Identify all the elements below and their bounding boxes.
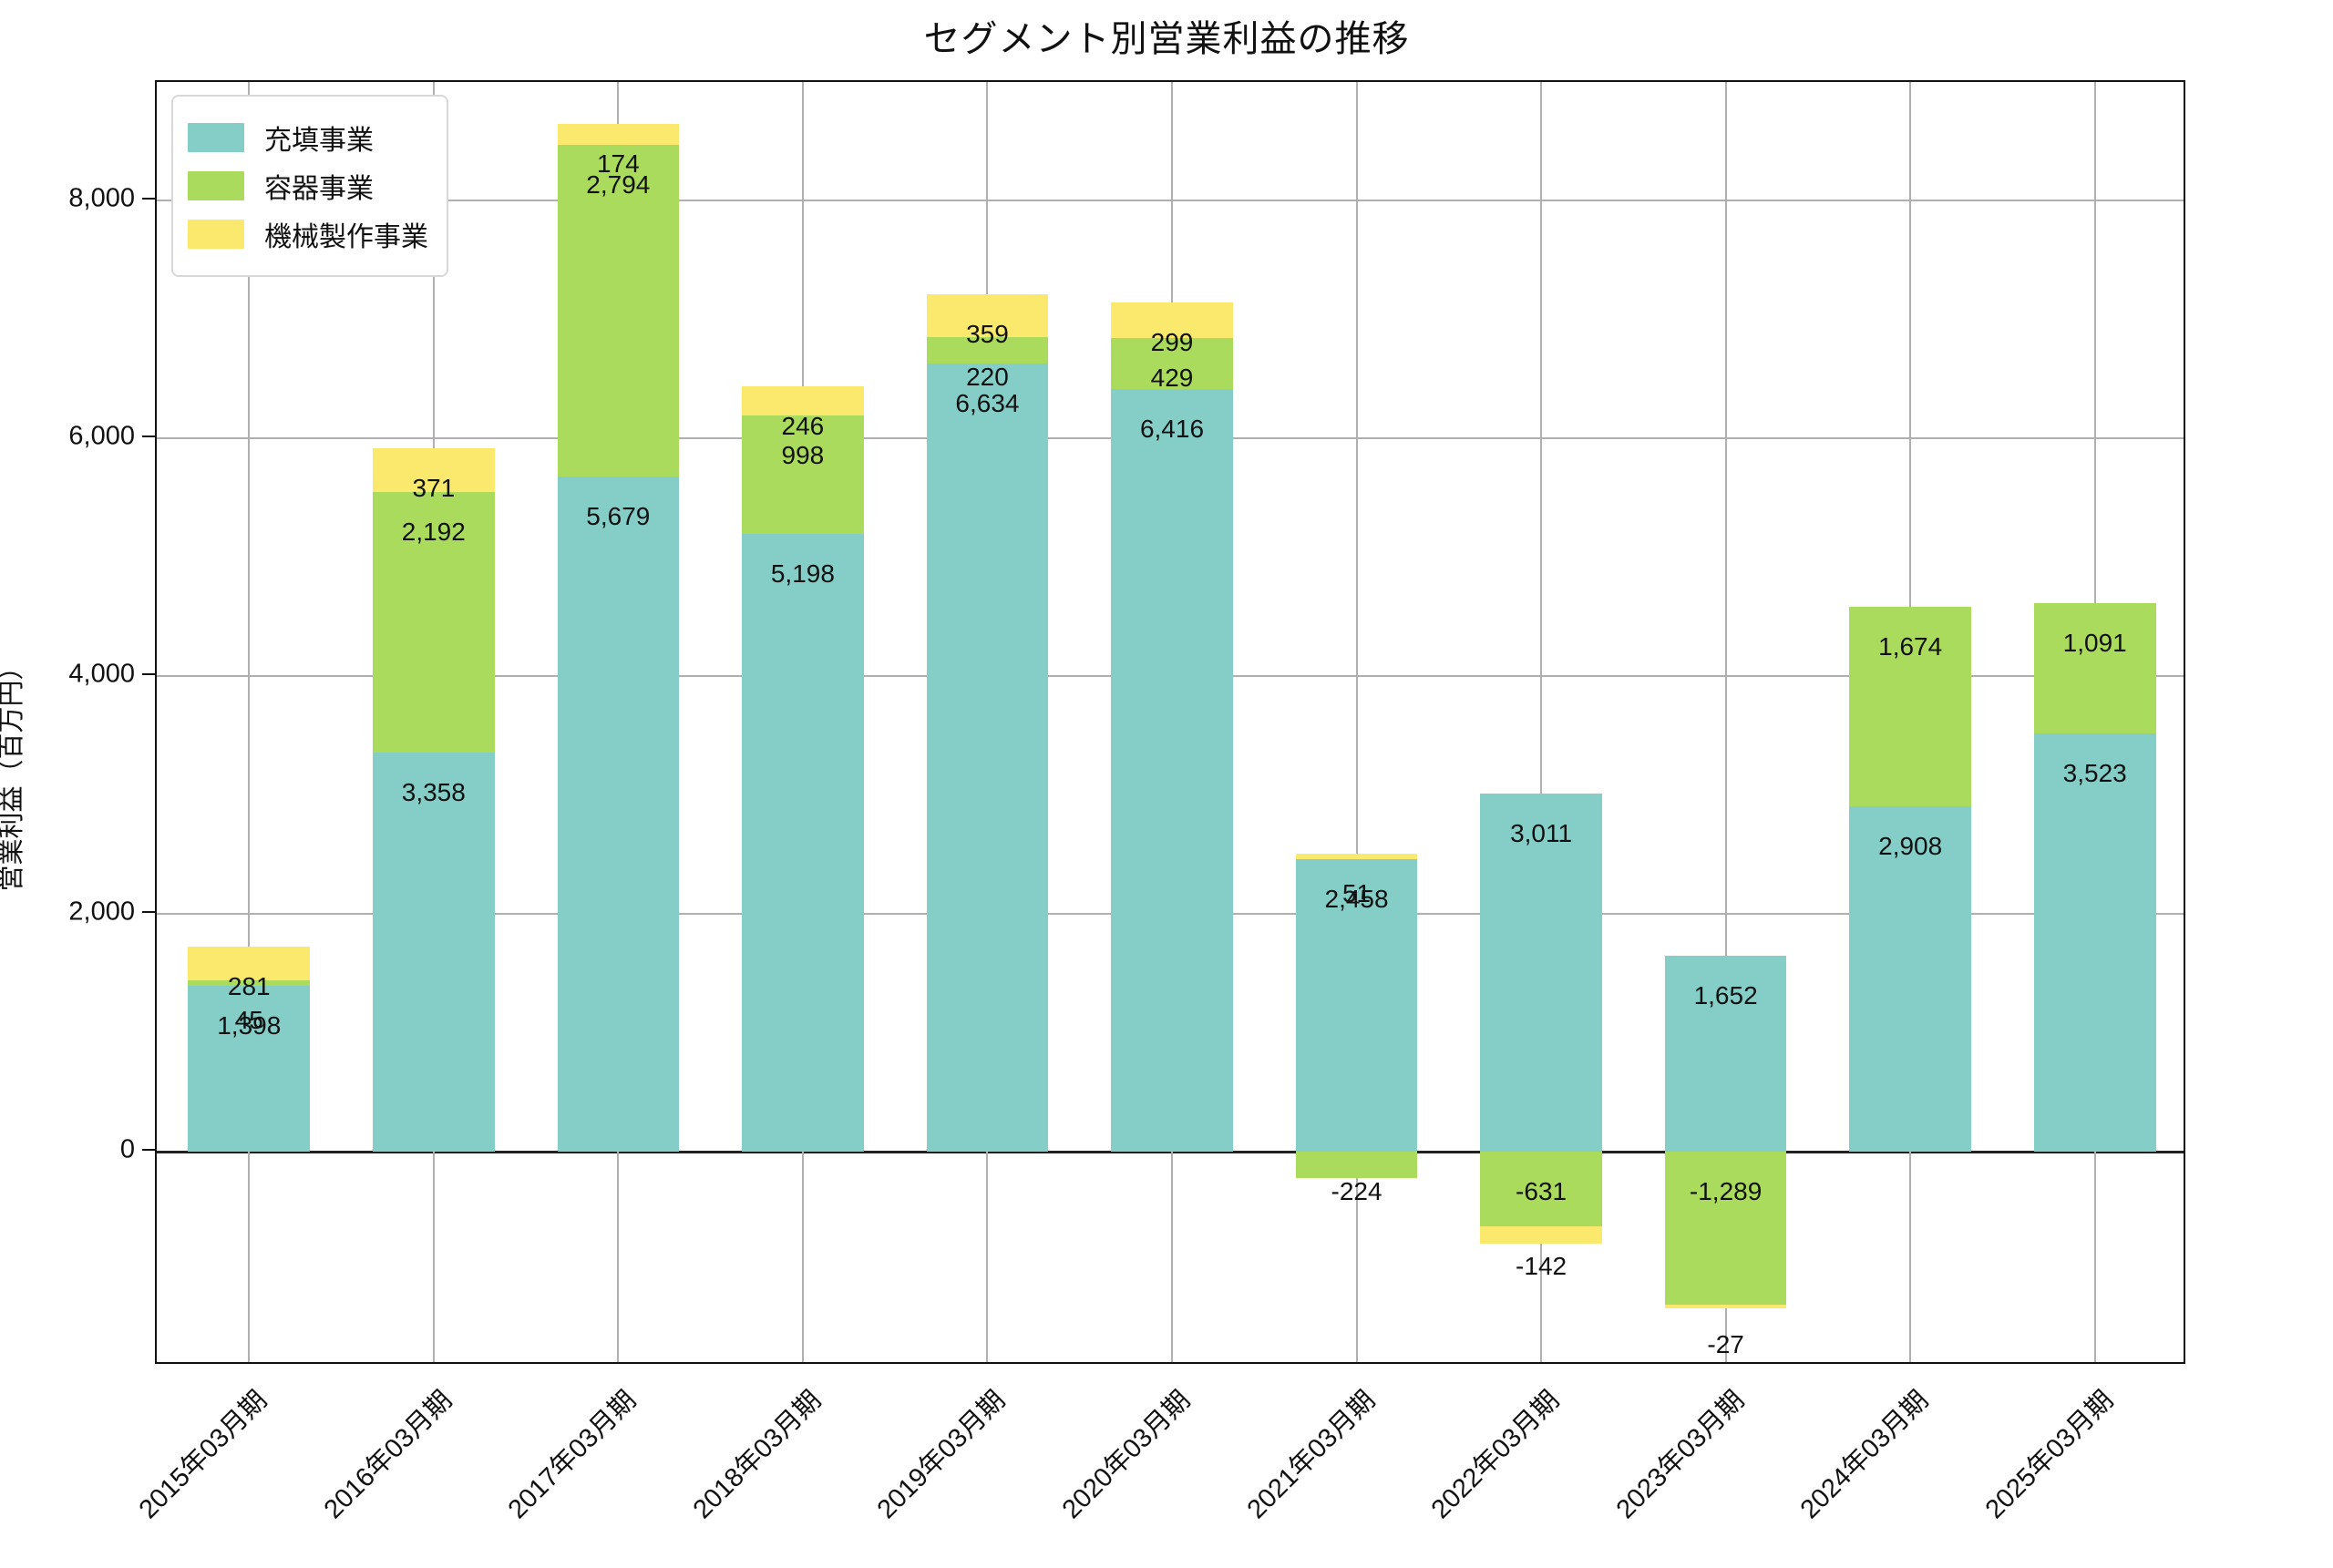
x-tick-label: 2025年03月期 bbox=[1979, 1385, 2120, 1525]
zero-line bbox=[157, 1151, 2184, 1154]
bar-group[interactable]: 5,198 998 246 bbox=[742, 82, 864, 1362]
bar-segment-filling[interactable] bbox=[557, 477, 680, 1153]
bar-group[interactable]: 3,011 -631 -142 bbox=[1480, 82, 1602, 1362]
y-tick-mark bbox=[142, 1149, 155, 1152]
bar-value-label: -27 bbox=[1707, 1330, 1744, 1359]
bar-segment-vessel[interactable] bbox=[188, 979, 311, 986]
bar-group[interactable]: 5,679 2,794 174 bbox=[557, 82, 680, 1362]
legend-swatch-icon bbox=[188, 123, 244, 152]
gridline-vertical bbox=[1724, 82, 1727, 1362]
bar-segment-filling[interactable] bbox=[1295, 859, 1418, 1153]
y-tick-mark bbox=[142, 673, 155, 676]
gridline-vertical bbox=[248, 82, 251, 1362]
x-tick-label: 2024年03月期 bbox=[1794, 1385, 1935, 1525]
bar-segment-filling[interactable] bbox=[1111, 389, 1233, 1153]
legend-item[interactable]: 容器事業 bbox=[188, 166, 428, 206]
x-tick-label: 2016年03月期 bbox=[318, 1385, 458, 1525]
y-tick-label: 0 bbox=[119, 1134, 135, 1164]
x-tick-label: 2020年03月期 bbox=[1056, 1385, 1197, 1525]
bar-segment-filling[interactable] bbox=[372, 753, 495, 1153]
bar-segment-vessel[interactable] bbox=[1849, 607, 1971, 806]
bar-value-label: -142 bbox=[1516, 1252, 1567, 1281]
bar-segment-machinery[interactable] bbox=[372, 447, 495, 493]
y-tick-mark bbox=[142, 911, 155, 914]
bar-segment-vessel[interactable] bbox=[926, 336, 1049, 364]
bar-segment-vessel[interactable] bbox=[372, 492, 495, 753]
x-tick-label: 2015年03月期 bbox=[133, 1385, 273, 1525]
chart-title: セグメント別営業利益の推移 bbox=[923, 19, 1410, 59]
y-tick-label: 6,000 bbox=[68, 421, 135, 451]
legend-item-label: 充填事業 bbox=[264, 126, 374, 156]
y-tick-mark bbox=[142, 436, 155, 438]
y-axis-label: 営業利益（百万円） bbox=[0, 535, 28, 891]
bar-segment-machinery[interactable] bbox=[1111, 302, 1233, 339]
y-tick-label: 4,000 bbox=[68, 659, 135, 689]
y-tick-label: 2,000 bbox=[68, 897, 135, 927]
legend-item-label: 容器事業 bbox=[264, 174, 374, 204]
bar-segment-vessel[interactable] bbox=[1664, 1152, 1787, 1306]
bar-segment-machinery[interactable] bbox=[557, 124, 680, 145]
bar-segment-machinery[interactable] bbox=[188, 947, 311, 980]
legend: 充填事業容器事業機械製作事業 bbox=[171, 95, 448, 277]
bar-segment-filling[interactable] bbox=[2033, 733, 2156, 1153]
x-tick-label: 2023年03月期 bbox=[1610, 1385, 1750, 1525]
legend-swatch-icon bbox=[188, 220, 244, 249]
bar-segment-vessel[interactable] bbox=[557, 144, 680, 477]
bar-group[interactable]: 2,908 1,674 bbox=[1849, 82, 1971, 1362]
bar-group[interactable]: 6,634 220 359 bbox=[926, 82, 1049, 1362]
bar-segment-filling[interactable] bbox=[188, 985, 311, 1153]
bar-group[interactable]: 1,652 -1,289 -27 bbox=[1664, 82, 1787, 1362]
x-tick-label: 2021年03月期 bbox=[1241, 1385, 1381, 1525]
y-tick-label: 8,000 bbox=[68, 183, 135, 213]
bar-segment-filling[interactable] bbox=[1480, 794, 1602, 1153]
x-tick-label: 2017年03月期 bbox=[503, 1385, 642, 1525]
bar-segment-vessel[interactable] bbox=[2033, 603, 2156, 733]
bar-segment-machinery[interactable] bbox=[1295, 853, 1418, 860]
x-tick-label: 2022年03月期 bbox=[1425, 1385, 1566, 1525]
x-tick-label: 2019年03月期 bbox=[872, 1385, 1012, 1525]
bar-segment-vessel[interactable] bbox=[1480, 1152, 1602, 1227]
bar-segment-machinery[interactable] bbox=[1664, 1305, 1787, 1308]
bar-group[interactable]: 6,416 429 299 bbox=[1111, 82, 1233, 1362]
bar-segment-machinery[interactable] bbox=[1480, 1226, 1602, 1244]
gridline-horizontal bbox=[157, 200, 2184, 202]
y-tick-mark bbox=[142, 198, 155, 200]
bar-group[interactable]: 3,523 1,091 bbox=[2033, 82, 2156, 1362]
bar-group[interactable]: 3,358 2,192 371 bbox=[372, 82, 495, 1362]
bar-segment-filling[interactable] bbox=[926, 363, 1049, 1153]
bar-group[interactable]: 2,458 -224 51 bbox=[1295, 82, 1418, 1362]
legend-item-label: 機械製作事業 bbox=[264, 222, 428, 252]
plot-area: 1,398 45 281 3,358 2,192 371 5,679 2,794 174 5,19… bbox=[155, 80, 2185, 1364]
bar-segment-filling[interactable] bbox=[742, 534, 864, 1153]
bar-segment-machinery[interactable] bbox=[926, 294, 1049, 337]
gridline-vertical bbox=[1355, 82, 1358, 1362]
bar-segment-vessel[interactable] bbox=[1111, 338, 1233, 390]
gridline-vertical bbox=[1540, 82, 1543, 1362]
bar-segment-machinery[interactable] bbox=[742, 385, 864, 415]
legend-swatch-icon bbox=[188, 171, 244, 200]
bar-segment-filling[interactable] bbox=[1664, 955, 1787, 1153]
bar-segment-vessel[interactable] bbox=[1295, 1152, 1418, 1179]
x-tick-label: 2018年03月期 bbox=[687, 1385, 827, 1525]
bar-segment-filling[interactable] bbox=[1849, 805, 1971, 1153]
legend-item[interactable]: 機械製作事業 bbox=[188, 214, 428, 254]
bar-segment-vessel[interactable] bbox=[742, 415, 864, 534]
legend-item[interactable]: 充填事業 bbox=[188, 118, 428, 158]
bar-value-label: -224 bbox=[1331, 1177, 1382, 1206]
